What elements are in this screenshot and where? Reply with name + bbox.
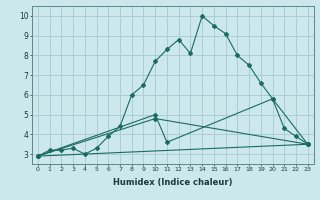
X-axis label: Humidex (Indice chaleur): Humidex (Indice chaleur) [113, 178, 233, 187]
